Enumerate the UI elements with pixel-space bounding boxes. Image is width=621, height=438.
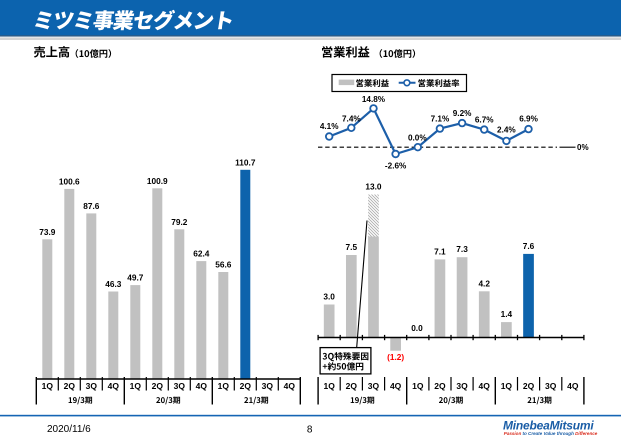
svg-text:4Q: 4Q <box>567 381 579 391</box>
svg-text:7.5: 7.5 <box>346 242 358 252</box>
svg-text:49.7: 49.7 <box>127 273 144 283</box>
svg-text:0.0: 0.0 <box>411 323 423 333</box>
svg-text:3Q: 3Q <box>262 381 274 391</box>
svg-text:2Q: 2Q <box>346 381 358 391</box>
svg-text:6.9%: 6.9% <box>519 114 538 123</box>
svg-text:14.8%: 14.8% <box>362 95 386 104</box>
svg-text:2Q: 2Q <box>240 381 252 391</box>
svg-text:Passion to Create Value throug: Passion to Create Value through Differen… <box>504 431 598 436</box>
svg-text:2Q: 2Q <box>64 381 76 391</box>
svg-text:1Q: 1Q <box>218 381 230 391</box>
svg-text:46.3: 46.3 <box>105 279 122 289</box>
svg-text:62.4: 62.4 <box>193 249 210 259</box>
svg-text:4Q: 4Q <box>108 381 120 391</box>
svg-text:4.1%: 4.1% <box>320 122 339 131</box>
svg-text:2Q: 2Q <box>523 381 535 391</box>
svg-text:1Q: 1Q <box>501 381 513 391</box>
svg-text:2020/11/6: 2020/11/6 <box>47 424 91 435</box>
svg-text:0.0%: 0.0% <box>408 134 427 143</box>
svg-text:8: 8 <box>307 424 313 435</box>
svg-text:1Q: 1Q <box>42 381 54 391</box>
svg-text:2Q: 2Q <box>434 381 446 391</box>
svg-text:(1.2): (1.2) <box>387 352 404 362</box>
svg-text:3.0: 3.0 <box>323 292 335 302</box>
svg-text:9.2%: 9.2% <box>453 109 472 118</box>
svg-text:6.7%: 6.7% <box>475 116 494 125</box>
svg-text:7.4%: 7.4% <box>342 115 361 124</box>
svg-text:3Q: 3Q <box>545 381 557 391</box>
svg-text:2.4%: 2.4% <box>497 126 516 135</box>
svg-text:13.0: 13.0 <box>365 182 382 192</box>
svg-text:4.2: 4.2 <box>478 278 490 288</box>
svg-text:1Q: 1Q <box>130 381 142 391</box>
svg-text:7.6: 7.6 <box>523 241 535 251</box>
svg-text:3Q: 3Q <box>174 381 186 391</box>
svg-text:2Q: 2Q <box>152 381 164 391</box>
svg-text:MinebeaMitsumi: MinebeaMitsumi <box>503 419 594 433</box>
svg-text:73.9: 73.9 <box>39 227 56 237</box>
svg-text:7.1%: 7.1% <box>431 114 450 123</box>
svg-text:4Q: 4Q <box>284 381 296 391</box>
svg-text:3Q: 3Q <box>456 381 468 391</box>
svg-text:1.4: 1.4 <box>501 309 513 319</box>
svg-text:1Q: 1Q <box>324 381 336 391</box>
svg-text:87.6: 87.6 <box>83 201 100 211</box>
svg-text:4Q: 4Q <box>390 381 402 391</box>
svg-text:100.6: 100.6 <box>59 176 80 186</box>
svg-text:7.3: 7.3 <box>456 244 468 254</box>
svg-text:1Q: 1Q <box>412 381 424 391</box>
svg-text:79.2: 79.2 <box>171 217 188 227</box>
svg-text:4Q: 4Q <box>479 381 491 391</box>
svg-text:-2.6%: -2.6% <box>385 162 407 171</box>
svg-text:3Q: 3Q <box>86 381 98 391</box>
svg-text:56.6: 56.6 <box>215 260 232 270</box>
svg-text:100.9: 100.9 <box>147 176 168 186</box>
svg-text:4Q: 4Q <box>196 381 208 391</box>
svg-text:110.7: 110.7 <box>235 157 256 167</box>
svg-text:0%: 0% <box>577 143 589 152</box>
svg-text:3Q: 3Q <box>368 381 380 391</box>
svg-text:7.1: 7.1 <box>434 246 446 256</box>
